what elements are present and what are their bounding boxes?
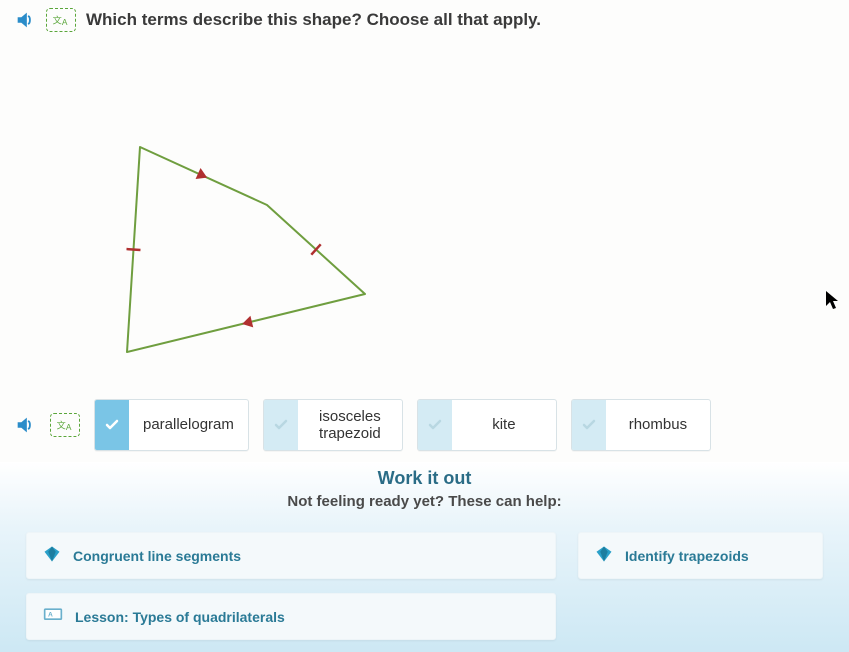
shape-figure	[0, 32, 849, 387]
option-label: kite	[452, 400, 556, 450]
checkmark-icon	[572, 400, 606, 450]
lesson-link-types-of-quadrilaterals[interactable]: A Lesson: Types of quadrilaterals	[26, 593, 556, 640]
option-label: isosceles trapezoid	[298, 400, 402, 450]
diamond-icon	[595, 545, 613, 566]
lesson-icon: A	[43, 606, 63, 627]
workitout-title: Work it out	[0, 468, 849, 489]
help-link-congruent-segments[interactable]: Congruent line segments	[26, 532, 556, 579]
translate-icon[interactable]: 文 A	[46, 8, 76, 32]
help-footer: Work it out Not feeling ready yet? These…	[0, 462, 849, 652]
option-kite[interactable]: kite	[417, 399, 557, 451]
help-links-row: Congruent line segments Identify trapezo…	[0, 510, 849, 579]
svg-text:文: 文	[53, 14, 62, 25]
lesson-link-label: Lesson: Types of quadrilaterals	[75, 609, 285, 625]
checkmark-icon	[95, 400, 129, 450]
lesson-row: A Lesson: Types of quadrilaterals	[0, 579, 849, 640]
svg-text:A: A	[66, 422, 72, 432]
option-label: rhombus	[606, 400, 710, 450]
help-link-label: Identify trapezoids	[625, 548, 749, 564]
question-text: Which terms describe this shape? Choose …	[86, 10, 541, 30]
read-aloud-icon[interactable]	[14, 9, 36, 31]
svg-text:文: 文	[57, 419, 66, 430]
question-row: 文 A Which terms describe this shape? Cho…	[0, 0, 849, 32]
option-rhombus[interactable]: rhombus	[571, 399, 711, 451]
help-link-identify-trapezoids[interactable]: Identify trapezoids	[578, 532, 823, 579]
option-isosceles-trapezoid[interactable]: isosceles trapezoid	[263, 399, 403, 451]
checkmark-icon	[418, 400, 452, 450]
read-aloud-options-icon[interactable]	[14, 414, 36, 436]
option-label: parallelogram	[129, 400, 248, 450]
svg-text:A: A	[48, 612, 53, 619]
help-link-label: Congruent line segments	[73, 548, 241, 564]
diamond-icon	[43, 545, 61, 566]
svg-text:A: A	[62, 17, 68, 27]
option-parallelogram[interactable]: parallelogram	[94, 399, 249, 451]
checkmark-icon	[264, 400, 298, 450]
cursor-icon	[825, 290, 839, 315]
workitout-subtitle: Not feeling ready yet? These can help:	[0, 493, 849, 510]
options-row: 文 A parallelogram isosceles trapezoid kite…	[0, 387, 849, 451]
translate-options-icon[interactable]: 文 A	[50, 413, 80, 437]
